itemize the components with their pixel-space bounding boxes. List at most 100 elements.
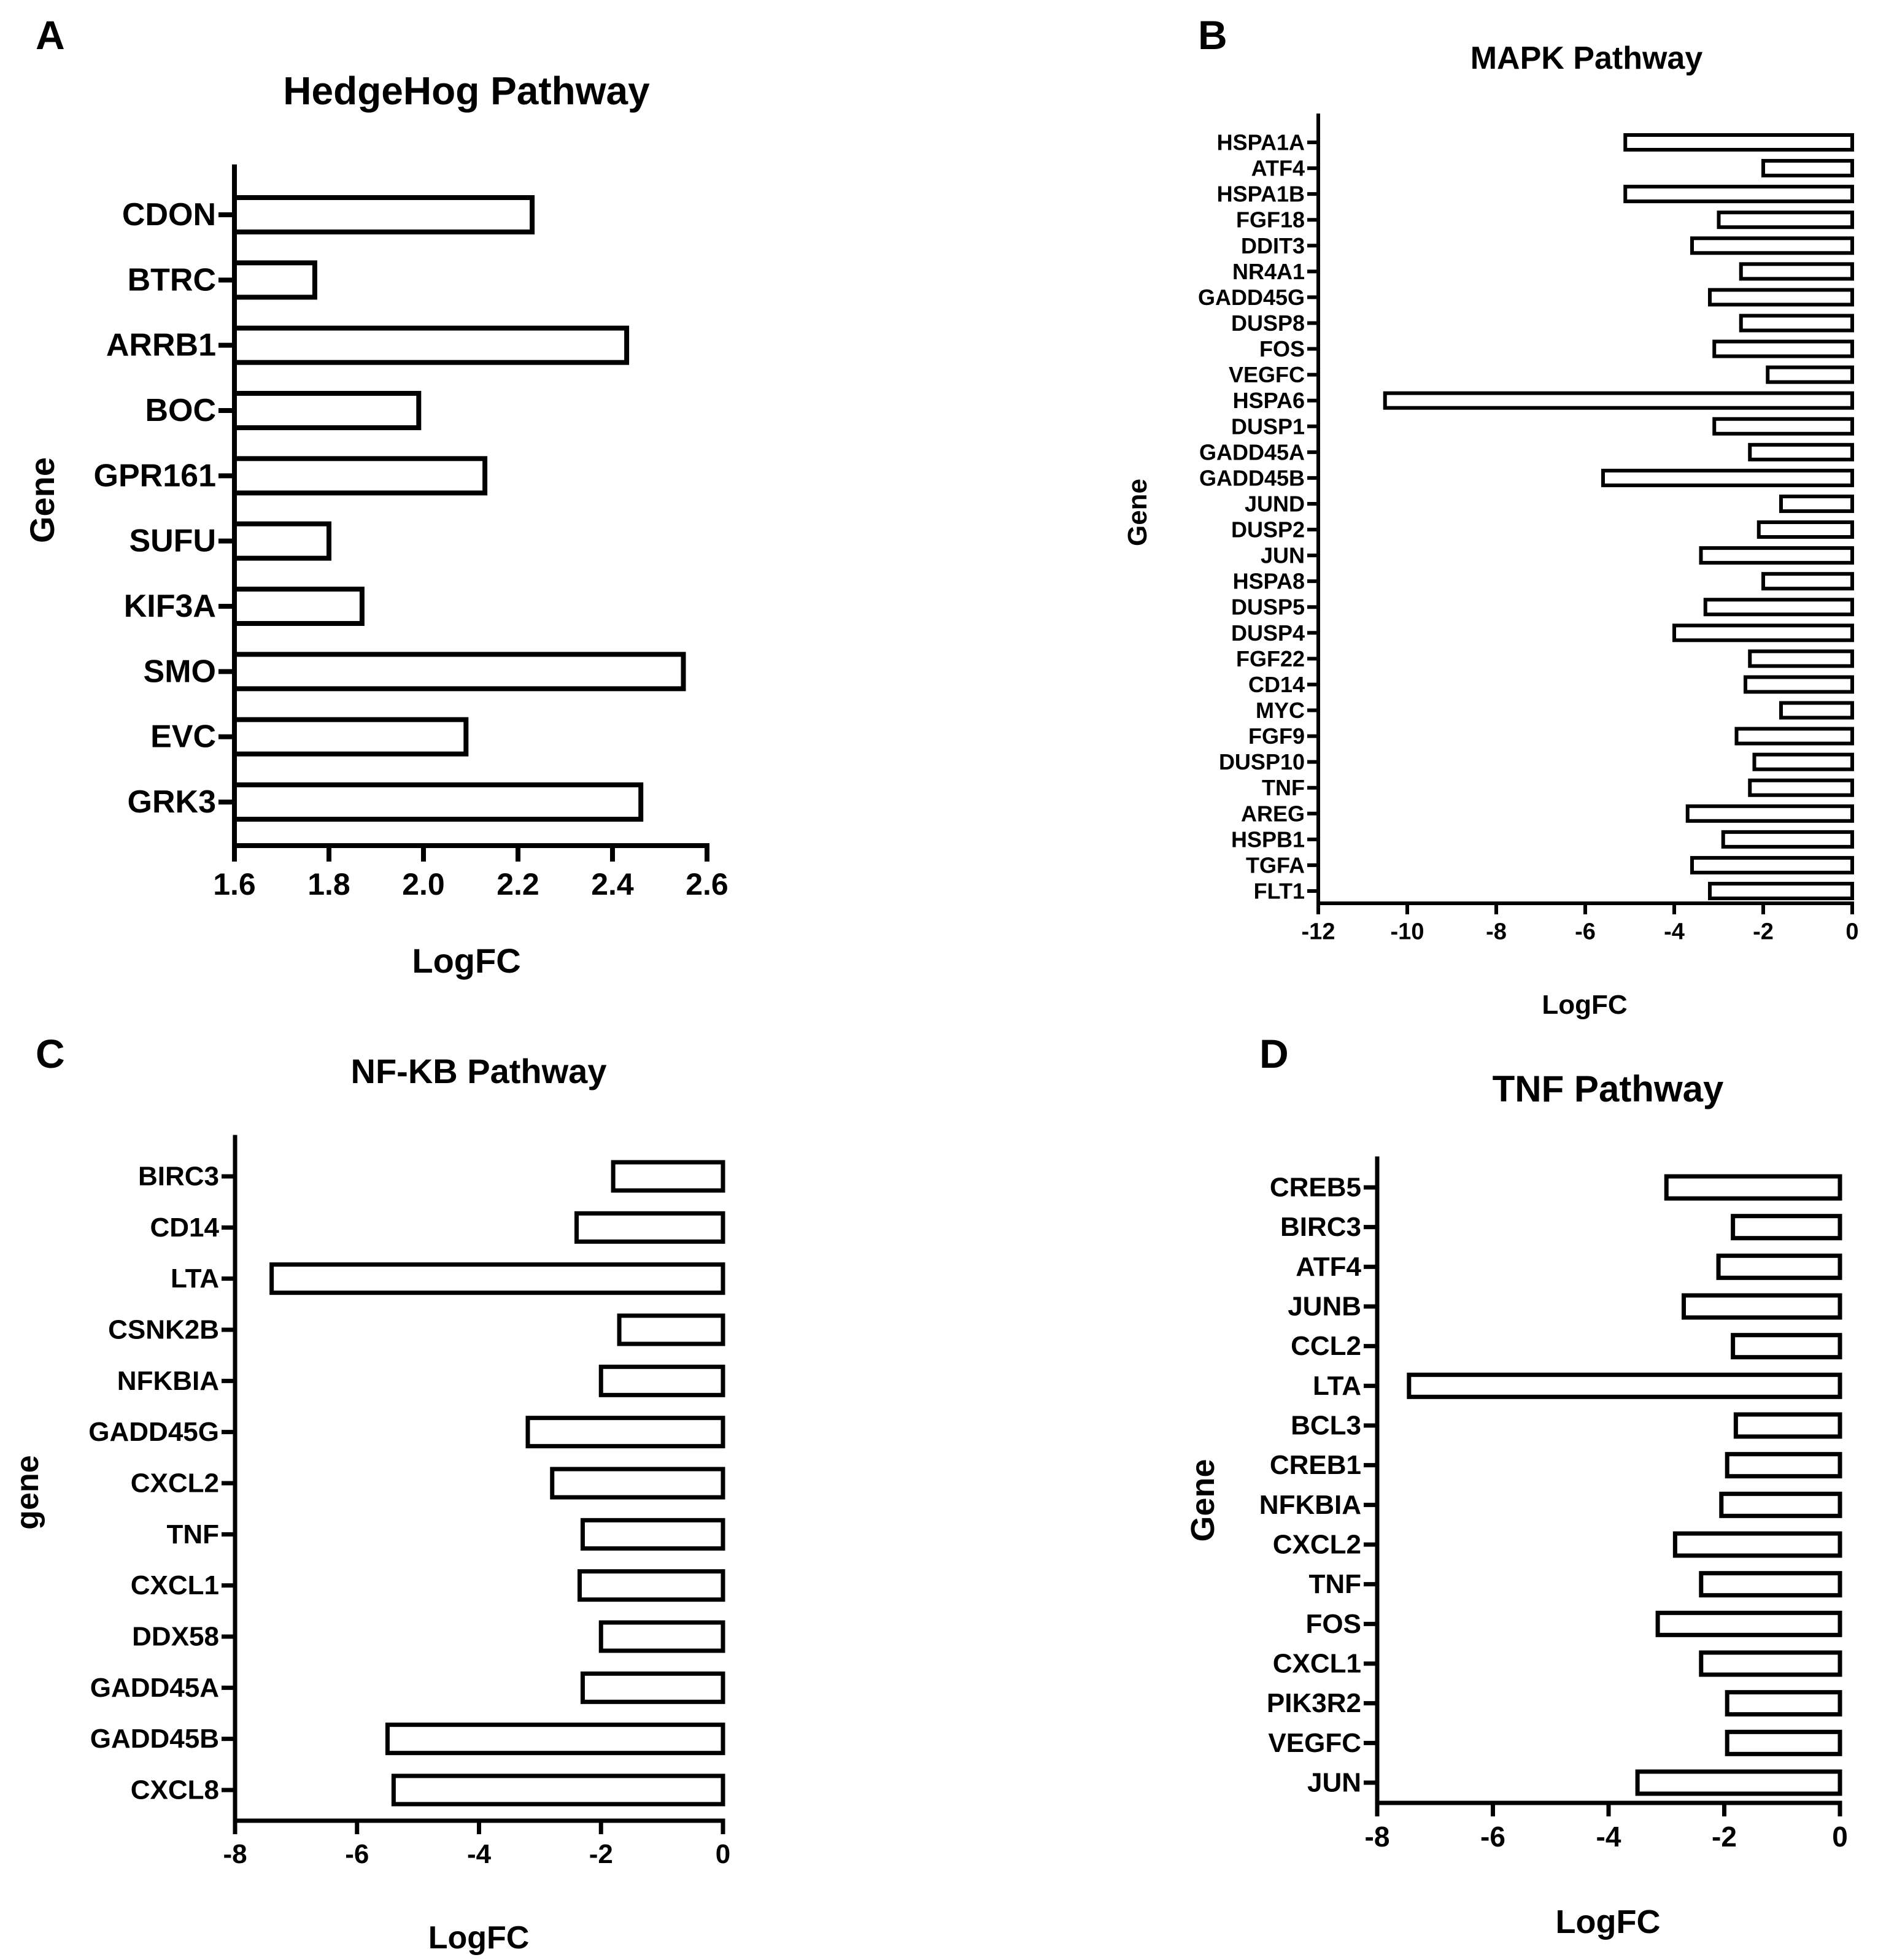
panel-b-category-label: FLT1 — [1254, 879, 1305, 904]
panel-c-bar — [617, 1313, 725, 1346]
panel-c-x-tick-label: -8 — [223, 1839, 247, 1869]
panel-c-plot: BIRC3 CD14 LTA CSNK2B NFKBIA GADD45G CXCL2 TNF C… — [88, 1135, 730, 1869]
panel-b-category-label: GADD45A — [1199, 439, 1305, 465]
panel-c-bar — [580, 1518, 725, 1551]
panel-d-category-label: JUN — [1307, 1768, 1361, 1798]
panel-a: A HedgeHog Pathway CDON BTRC ARRB1 BOC GPR16… — [23, 12, 728, 980]
panel-d-bar — [1635, 1769, 1842, 1796]
panel-b-bar — [1623, 133, 1854, 152]
panel-d-category-label: ATF4 — [1296, 1252, 1361, 1282]
panel-c-category-label: CD14 — [150, 1213, 220, 1243]
panel-c-bar — [611, 1160, 725, 1193]
panel-b-bar — [1672, 623, 1854, 642]
panel-b-x-tick-label: -2 — [1753, 919, 1774, 944]
panel-d-category-label: JUNB — [1288, 1292, 1361, 1322]
panel-b-category-label: GADD45G — [1198, 285, 1305, 310]
panel-b-bar — [1779, 494, 1854, 513]
panel-a-bar — [232, 717, 469, 757]
panel-d-category-label: CREB1 — [1270, 1450, 1361, 1480]
panel-a-category-label: EVC — [150, 719, 216, 755]
panel-a-bar — [232, 456, 488, 496]
panel-b-category-label: DDIT3 — [1241, 233, 1305, 258]
panel-d-x-tick-label: -8 — [1365, 1821, 1390, 1853]
panel-c-bar — [385, 1723, 725, 1756]
panel-a-bar — [232, 195, 535, 234]
panel-b-category-label: TNF — [1262, 775, 1305, 800]
panel-a-x-tick-label: 1.8 — [307, 867, 350, 901]
panel-c-x-tick-label: -4 — [467, 1839, 492, 1869]
panel-d-bar — [1407, 1372, 1842, 1399]
panel-c-bar — [598, 1364, 725, 1397]
panel-d-bar — [1655, 1610, 1842, 1637]
panel-b-x-tick-label: -10 — [1391, 919, 1424, 944]
panel-d-bar — [1664, 1174, 1842, 1201]
panel-d-xlabel: LogFC — [1556, 1904, 1661, 1940]
panel-b-plot: HSPA1AATF4HSPA1BFGF18DDIT3NR4A1GADD45GDU… — [1198, 114, 1859, 944]
panel-b-category-label: DUSP4 — [1231, 620, 1305, 646]
panel-c-category-label: BIRC3 — [138, 1162, 219, 1192]
panel-a-x-tick-label: 2.4 — [591, 867, 634, 901]
panel-b-x-tick-label: -8 — [1486, 919, 1507, 944]
panel-a-category-label: BTRC — [128, 262, 216, 298]
panel-b-x-tick-label: 0 — [1845, 919, 1858, 944]
panel-b-category-label: DUSP5 — [1231, 595, 1305, 620]
panel-d: D TNF Pathway CREB5 BIRC3 ATF4 JUNB CCL2 LTA B… — [1184, 1031, 1848, 1940]
panel-d-title: TNF Pathway — [1493, 1068, 1724, 1109]
panel-b-category-label: HSPA6 — [1233, 388, 1305, 413]
panel-d-category-label: CXCL2 — [1273, 1530, 1361, 1560]
panel-d-plot: CREB5 BIRC3 ATF4 JUNB CCL2 LTA BCL3 CREB1 NFKBIA… — [1259, 1156, 1848, 1853]
panel-c-category-label: GADD45A — [90, 1673, 219, 1703]
panel-c-bar — [550, 1467, 725, 1500]
panel-c-category-label: CXCL1 — [131, 1570, 219, 1600]
panel-b-category-label: HSPA1A — [1217, 130, 1305, 155]
panel-b-xlabel: LogFC — [1542, 990, 1627, 1020]
panel-b-category-label: HSPB1 — [1231, 827, 1305, 852]
panel-b-category-label: DUSP2 — [1231, 517, 1305, 542]
panel-b-bar — [1766, 365, 1854, 384]
panel-c-category-label: GADD45G — [88, 1417, 219, 1447]
panel-b: B MAPK Pathway HSPA1AATF4HSPA1BFGF18DDIT… — [1123, 12, 1859, 1020]
panel-b-bar — [1717, 210, 1854, 230]
panel-b-letter: B — [1198, 12, 1227, 58]
panel-a-bar — [232, 587, 365, 626]
panel-b-category-label: FGF22 — [1236, 646, 1305, 671]
panel-a-category-label: SMO — [144, 654, 216, 689]
panel-a-x-tick-label: 2.0 — [402, 867, 445, 901]
panel-c-letter: C — [36, 1031, 65, 1076]
panel-c-bar — [598, 1620, 725, 1653]
panel-d-category-label: PIK3R2 — [1267, 1688, 1361, 1718]
panel-b-category-label: DUSP1 — [1231, 414, 1305, 439]
panel-b-category-label: HSPA8 — [1233, 569, 1305, 594]
panel-d-category-label: CCL2 — [1291, 1331, 1361, 1361]
panel-b-category-label: NR4A1 — [1232, 259, 1305, 284]
panel-b-bar — [1748, 649, 1854, 668]
panel-d-category-label: CXCL1 — [1273, 1649, 1361, 1679]
panel-d-ylabel: Gene — [1184, 1459, 1221, 1541]
panel-d-bar — [1731, 1333, 1842, 1360]
panel-b-bar — [1690, 855, 1854, 874]
panel-d-category-label: BCL3 — [1291, 1411, 1361, 1441]
panel-c-category-label: CSNK2B — [108, 1315, 219, 1345]
panel-a-x-tick-label: 2.6 — [686, 867, 728, 901]
panel-b-bar — [1712, 417, 1854, 436]
panel-b-bar — [1623, 185, 1854, 204]
panel-a-x-tick-label: 2.2 — [497, 867, 539, 901]
panel-b-title: MAPK Pathway — [1470, 41, 1703, 76]
panel-c-bar — [574, 1211, 725, 1244]
panel-d-category-label: LTA — [1313, 1371, 1361, 1401]
panel-a-category-label: SUFU — [129, 523, 216, 559]
panel-b-category-label: TGFA — [1246, 852, 1305, 878]
panel-b-ylabel: Gene — [1123, 479, 1153, 546]
panel-a-ylabel: Gene — [23, 457, 61, 543]
panel-b-bar — [1721, 830, 1854, 849]
panel-c-title: NF-KB Pathway — [351, 1052, 607, 1090]
panel-d-category-label: BIRC3 — [1280, 1212, 1361, 1242]
panel-c-bar — [525, 1416, 725, 1449]
panel-b-category-label: ATF4 — [1251, 156, 1305, 181]
panel-b-bar — [1708, 882, 1854, 900]
panel-c-category-label: GADD45B — [90, 1724, 219, 1754]
panel-a-bar — [232, 782, 644, 822]
panel-d-bar — [1699, 1650, 1842, 1677]
panel-c-bar — [577, 1569, 725, 1602]
panel-c-x-tick-label: 0 — [716, 1839, 730, 1869]
